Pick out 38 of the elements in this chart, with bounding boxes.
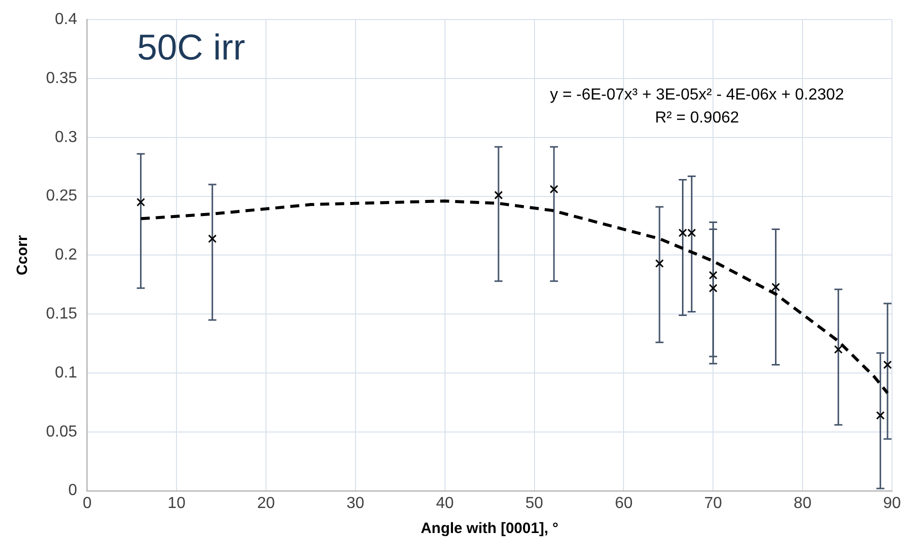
point <box>687 228 696 238</box>
y-tick-label: 0.05 <box>46 423 78 440</box>
x-tick-label: 70 <box>704 494 722 512</box>
x-tick-label: 10 <box>168 494 186 512</box>
annotation: R² = 0.9062 <box>654 110 740 127</box>
point <box>883 360 892 370</box>
annotation: y = -6E-07x³ + 3E-05x² - 4E-06x + 0.2302 <box>550 86 844 104</box>
chart-title: 50C irr <box>137 26 246 68</box>
x-tick-label: 20 <box>257 494 275 512</box>
y-axis-title: Ccorr <box>14 235 32 276</box>
x-tick-label: 30 <box>346 494 364 512</box>
point <box>550 184 558 194</box>
x-tick-label: 40 <box>436 494 454 512</box>
point <box>494 190 503 200</box>
point <box>136 198 146 206</box>
y-tick-label: 0.15 <box>46 306 78 323</box>
y-tick-label: 0.1 <box>54 364 78 382</box>
point <box>208 234 217 243</box>
x-tick-label: 60 <box>614 494 633 512</box>
point <box>708 270 718 280</box>
line-series <box>139 200 890 395</box>
y-tick-label: 0.3 <box>54 128 78 146</box>
x-axis-title: Angle with [0001], ° <box>420 520 558 538</box>
point <box>876 411 885 420</box>
x-tick-label: 90 <box>883 494 901 512</box>
point <box>678 228 688 238</box>
x-tick-label: 80 <box>794 494 812 512</box>
point <box>771 282 780 292</box>
point <box>655 259 664 268</box>
x-tick-label: 0 <box>82 494 92 512</box>
y-tick-label: 0.35 <box>46 70 78 87</box>
y-tick-label: 0.25 <box>46 188 78 205</box>
y-tick-label: 0.2 <box>54 246 78 264</box>
point <box>834 345 843 354</box>
y-tick-label: 0.4 <box>54 11 78 28</box>
point <box>708 284 718 292</box>
x-tick-label: 50 <box>525 494 544 512</box>
y-tick-label: 0 <box>68 482 78 500</box>
